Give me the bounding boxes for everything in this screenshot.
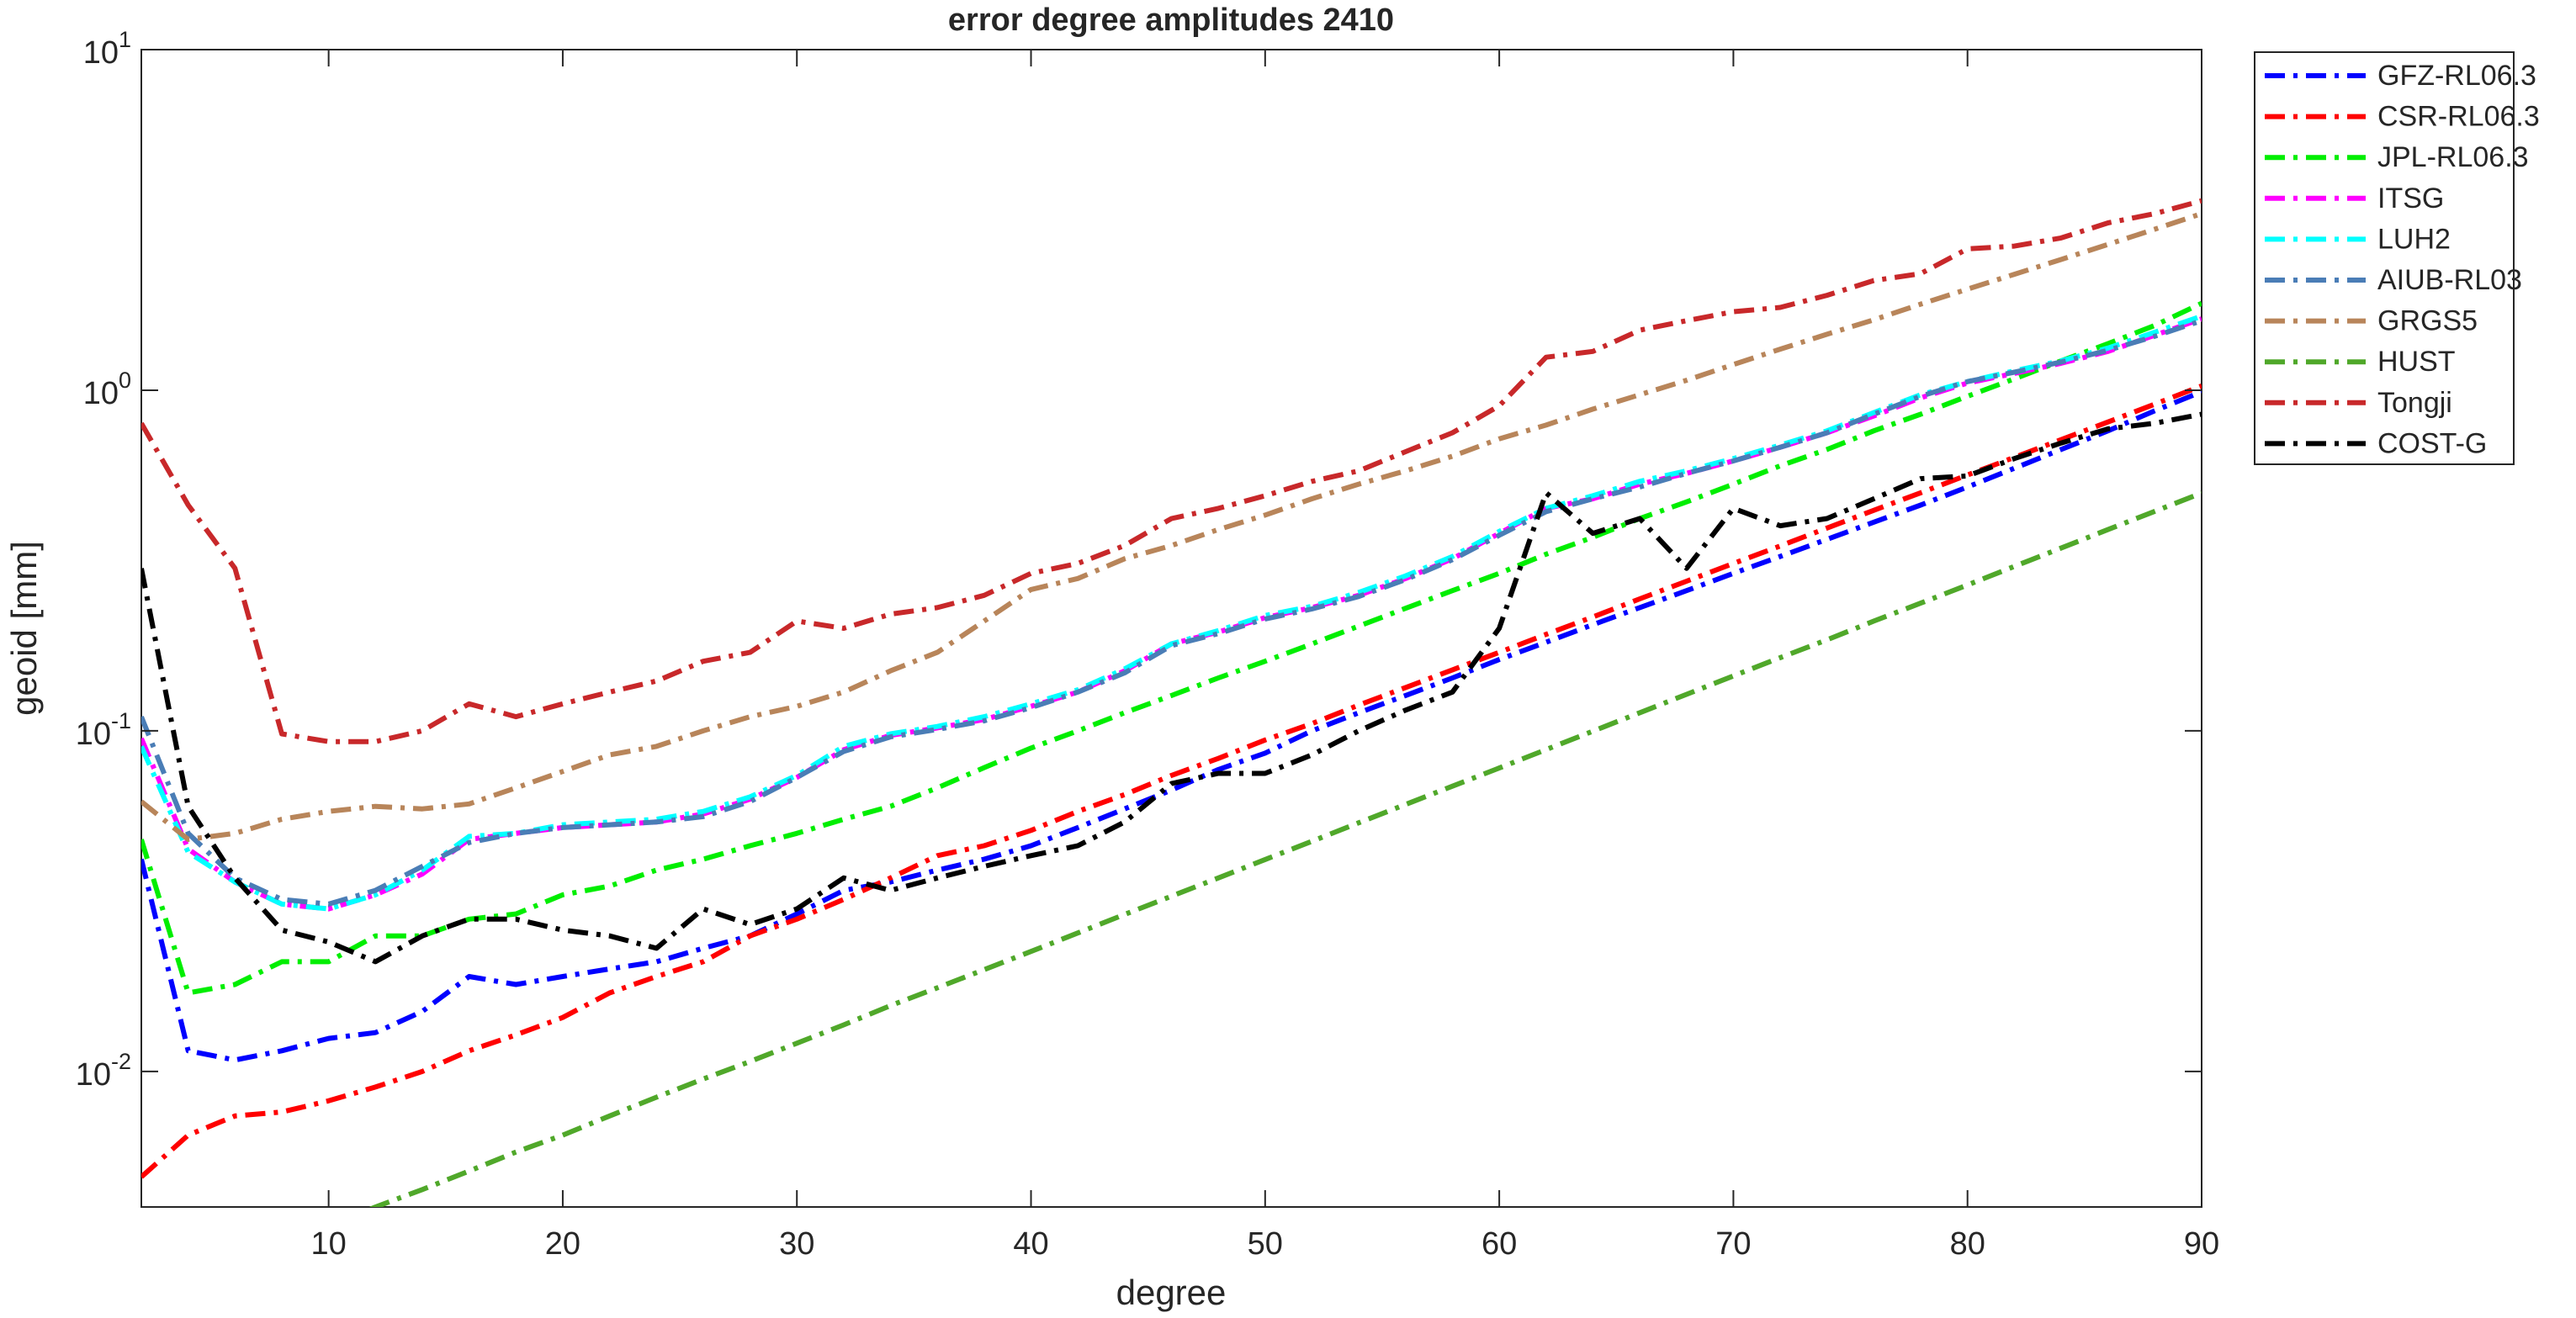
legend-label: AIUB-RL03	[2377, 264, 2522, 296]
y-tick-label: 10-2	[76, 1049, 131, 1093]
y-axis-label: geoid [mm]	[4, 541, 44, 716]
x-tick-label: 80	[1950, 1226, 1985, 1262]
legend-label: CSR-RL06.3	[2377, 101, 2540, 133]
legend-label: LUH2	[2377, 223, 2451, 255]
series-line	[141, 411, 2202, 965]
series-line	[141, 314, 2202, 912]
x-tick-label: 50	[1248, 1226, 1283, 1262]
x-tick-label: 10	[310, 1226, 346, 1262]
legend-label: COST-G	[2377, 427, 2487, 459]
lines	[141, 198, 2202, 1207]
series-line	[368, 490, 2202, 1207]
y-tick-label: 101	[83, 27, 131, 71]
legend-label: ITSG	[2377, 183, 2444, 214]
x-tick-label: 60	[1481, 1226, 1517, 1262]
x-tick-label: 30	[779, 1226, 814, 1262]
series-line	[141, 300, 2202, 996]
x-tick-label: 40	[1013, 1226, 1048, 1262]
legend-label: GRGS5	[2377, 305, 2478, 337]
series-line	[141, 198, 2202, 744]
series-line	[141, 211, 2202, 842]
legend	[2254, 51, 2515, 465]
x-tick-label: 90	[2184, 1226, 2219, 1262]
plot-area	[140, 49, 2202, 1208]
x-axis-label: degree	[1116, 1273, 1227, 1312]
legend-label: JPL-RL06.3	[2377, 141, 2529, 173]
series-line	[141, 389, 2202, 1063]
legend-label: HUST	[2377, 346, 2456, 378]
series-line	[141, 318, 2202, 907]
y-tick-label: 10-1	[76, 708, 131, 752]
x-tick-label: 20	[545, 1226, 580, 1262]
x-tick-label: 70	[1715, 1226, 1751, 1262]
y-tick-label: 100	[83, 368, 131, 411]
chart-title: error degree amplitudes 2410	[948, 3, 1394, 38]
legend-label: GFZ-RL06.3	[2377, 60, 2536, 92]
series-line	[141, 384, 2202, 1179]
legend-label: Tongji	[2377, 387, 2452, 419]
